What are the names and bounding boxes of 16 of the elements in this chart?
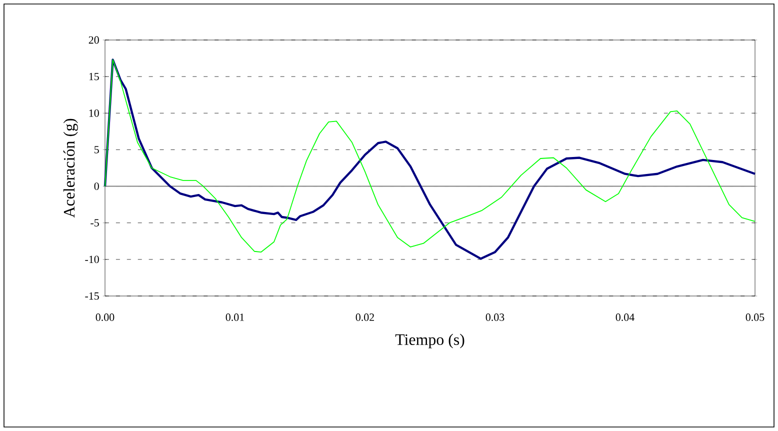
y-tick-label: -10 (85, 256, 99, 264)
x-tick-label: 0.02 (356, 314, 374, 321)
x-tick-label: 0.03 (486, 314, 504, 321)
x-tick-label: 0.05 (746, 314, 764, 321)
y-tick-label: 15 (89, 72, 99, 80)
x-tick-label: 0.00 (96, 314, 114, 321)
y-tick-label: 5 (94, 146, 99, 154)
x-tick-label: 0.04 (616, 314, 634, 321)
x-axis-title: Tiempo (s) (395, 334, 464, 348)
y-tick-label: 0 (94, 182, 99, 190)
y-axis-title: Aceleración (g) (63, 118, 78, 218)
y-tick-label: 20 (88, 36, 99, 44)
y-tick-label: -5 (90, 219, 99, 226)
y-tick-label: 10 (89, 109, 99, 117)
y-tick-label: -15 (85, 292, 99, 300)
x-tick-label: 0.01 (226, 314, 244, 321)
